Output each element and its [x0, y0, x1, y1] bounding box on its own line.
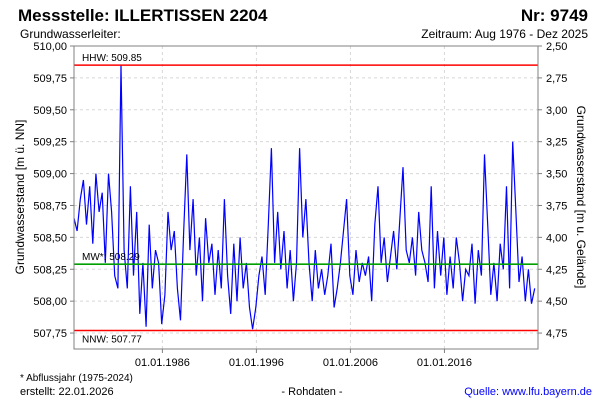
y2-tick-label: 3,50	[546, 169, 567, 181]
y2-tick-label: 4,00	[546, 232, 567, 244]
y-tick-label: 509,75	[33, 73, 67, 85]
data-mode: - Rohdaten -	[281, 386, 342, 398]
axes: 510,00 2,50 509,75 2,75 509,50 3,00 509,25 3,25…	[33, 41, 567, 369]
reference-label-hhw: HHW: 509.85	[82, 53, 142, 64]
x-tick-label: 01.01.2016	[417, 357, 472, 369]
y-tick-label: 508,25	[33, 264, 67, 276]
y2-axis-label: Grundwasserstand [m u. Gelände]	[574, 106, 588, 289]
y-tick-label: 507,75	[33, 328, 67, 340]
y-tick-label: 508,00	[33, 296, 67, 308]
y-tick-label: 509,00	[33, 169, 67, 181]
footnote: * Abflussjahr (1975-2024)	[20, 373, 133, 384]
y2-tick-label: 3,00	[546, 105, 567, 117]
page-title: Messstelle: ILLERTISSEN 2204	[18, 6, 268, 25]
reference-lines: HHW: 509.85 MW*: 508.29 NNW: 507.77	[74, 53, 538, 346]
reference-label-nnw: NNW: 507.77	[82, 335, 142, 346]
x-tick-label: 01.01.2006	[323, 357, 378, 369]
source-link[interactable]: Quelle: www.lfu.bayern.de	[464, 386, 592, 398]
series-layer	[73, 65, 536, 330]
x-tick-label: 01.01.1996	[229, 357, 284, 369]
y2-tick-label: 4,75	[546, 328, 567, 340]
y-tick-label: 508,75	[33, 200, 67, 212]
y2-tick-label: 3,25	[546, 137, 567, 149]
y2-tick-label: 4,25	[546, 264, 567, 276]
y2-tick-label: 4,50	[546, 296, 567, 308]
created-date: erstellt: 22.01.2026	[20, 386, 114, 398]
y2-tick-label: 2,50	[546, 41, 567, 53]
y-tick-label: 509,50	[33, 105, 67, 117]
grid	[74, 45, 538, 349]
station-number: Nr: 9749	[521, 6, 588, 25]
y2-tick-label: 3,75	[546, 200, 567, 212]
y-tick-label: 508,50	[33, 232, 67, 244]
x-tick-label: 01.01.1986	[135, 357, 190, 369]
plot-frame	[73, 45, 539, 350]
y-axis-label: Grundwasserstand [m ü. NN]	[13, 120, 27, 275]
period-label: Zeitraum: Aug 1976 - Dez 2025	[421, 27, 588, 41]
series-line	[73, 65, 536, 330]
y-tick-label: 510,00	[33, 41, 67, 53]
reference-label-mw: MW*: 508.29	[82, 252, 140, 263]
y2-tick-label: 2,75	[546, 73, 567, 85]
aquifer-label: Grundwasserleiter:	[20, 27, 121, 41]
y-tick-label: 509,25	[33, 137, 67, 149]
